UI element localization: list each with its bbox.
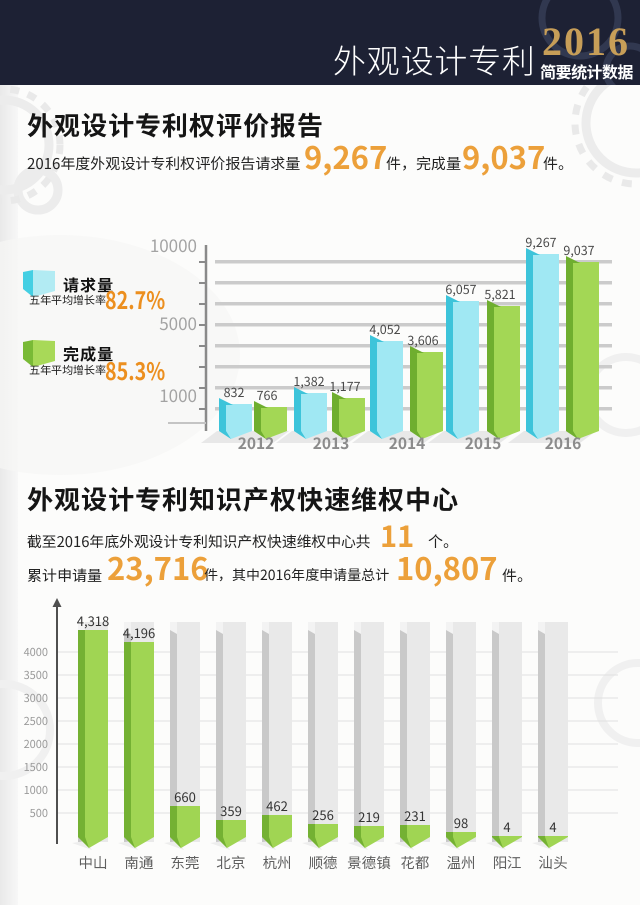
svg-text:256: 256 <box>312 805 334 824</box>
svg-text:2500: 2500 <box>24 713 48 729</box>
svg-text:3500: 3500 <box>24 667 48 683</box>
svg-text:1,382: 1,382 <box>293 371 324 390</box>
svg-text:4,052: 4,052 <box>369 319 400 338</box>
svg-text:5,821: 5,821 <box>484 284 515 303</box>
svg-text:5000: 5000 <box>159 310 197 335</box>
svg-text:9,267: 9,267 <box>525 232 556 251</box>
svg-text:832: 832 <box>224 382 245 401</box>
svg-text:4000: 4000 <box>24 644 48 660</box>
svg-text:1,177: 1,177 <box>329 376 360 395</box>
svg-text:660: 660 <box>174 787 196 806</box>
svg-text:2015: 2015 <box>465 432 502 450</box>
svg-text:阳江: 阳江 <box>493 852 522 873</box>
svg-text:2012: 2012 <box>238 432 275 450</box>
svg-text:花都: 花都 <box>401 852 430 873</box>
svg-text:顺德: 顺德 <box>309 852 338 873</box>
svg-text:4: 4 <box>503 817 510 836</box>
svg-text:9,037: 9,037 <box>563 240 594 259</box>
svg-text:359: 359 <box>220 801 242 820</box>
svg-text:2016: 2016 <box>545 432 582 450</box>
svg-text:2014: 2014 <box>389 432 426 450</box>
svg-text:杭州: 杭州 <box>263 852 292 873</box>
svg-text:1000: 1000 <box>24 782 48 798</box>
svg-text:景德镇: 景德镇 <box>347 852 391 873</box>
svg-text:3,606: 3,606 <box>407 330 438 349</box>
svg-text:1500: 1500 <box>24 759 48 775</box>
svg-text:462: 462 <box>266 796 288 815</box>
svg-text:4,196: 4,196 <box>123 623 155 642</box>
svg-text:温州: 温州 <box>447 852 476 873</box>
svg-text:98: 98 <box>454 813 468 832</box>
svg-text:10000: 10000 <box>150 232 197 257</box>
svg-text:500: 500 <box>30 805 48 821</box>
svg-text:东莞: 东莞 <box>171 852 200 873</box>
svg-text:6,057: 6,057 <box>445 279 476 298</box>
svg-text:汕头: 汕头 <box>539 852 568 873</box>
svg-text:219: 219 <box>358 807 380 826</box>
svg-text:4,318: 4,318 <box>77 611 109 630</box>
svg-text:2013: 2013 <box>313 432 350 450</box>
svg-text:北京: 北京 <box>217 852 246 873</box>
svg-text:南通: 南通 <box>125 852 154 873</box>
svg-text:中山: 中山 <box>79 852 108 873</box>
svg-text:231: 231 <box>404 806 426 825</box>
svg-text:4: 4 <box>549 817 556 836</box>
svg-text:3000: 3000 <box>24 690 48 706</box>
svg-text:2000: 2000 <box>24 736 48 752</box>
svg-text:766: 766 <box>257 385 278 404</box>
svg-text:1000: 1000 <box>159 382 197 407</box>
